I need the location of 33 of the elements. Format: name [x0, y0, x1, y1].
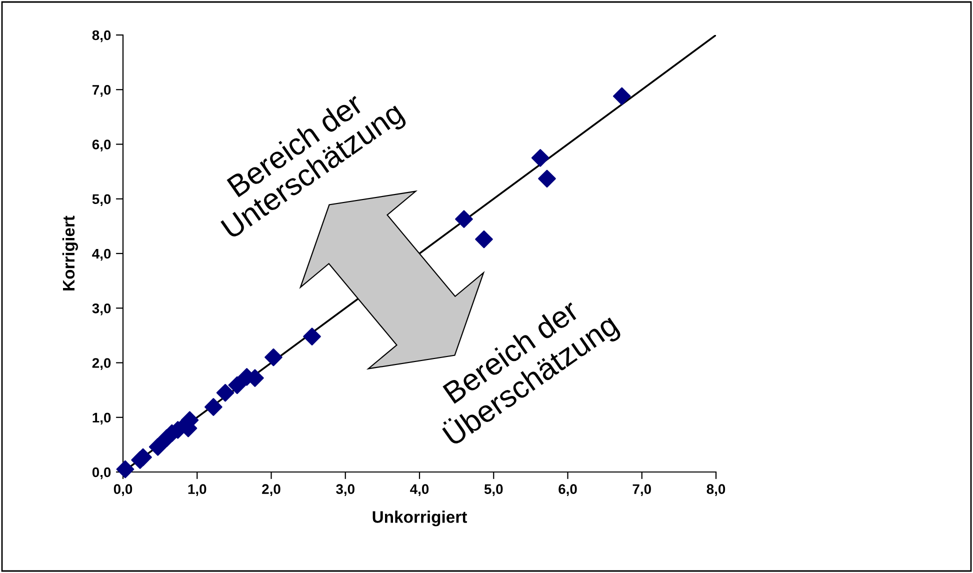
- point: [216, 384, 234, 402]
- x-tick-label: 4,0: [410, 484, 429, 496]
- point: [228, 376, 246, 394]
- y-tick-label: 6,0: [92, 140, 111, 152]
- y-tick-label: 8,0: [92, 30, 111, 42]
- point: [303, 328, 321, 346]
- y-tick-label: 4,0: [92, 248, 111, 261]
- x-tick-label: 7,0: [632, 484, 651, 496]
- point: [148, 438, 167, 456]
- y-tick-label: 3,0: [92, 303, 111, 316]
- y-tick-label: 2,0: [92, 358, 111, 370]
- point: [116, 460, 134, 478]
- point: [475, 230, 493, 248]
- x-tick-label: 6,0: [558, 484, 577, 496]
- point: [538, 170, 556, 188]
- x-tick-label: 0,0: [114, 484, 132, 496]
- x-tick-label: 5,0: [484, 484, 503, 496]
- y-axis-title: Korrigiert: [62, 216, 78, 290]
- y-tick-label: 5,0: [92, 194, 111, 206]
- y-tick-label: 0,0: [92, 467, 111, 480]
- y-tick-label: 1,0: [92, 412, 111, 425]
- point: [455, 210, 473, 228]
- point: [204, 398, 222, 416]
- point: [264, 348, 282, 366]
- point: [531, 148, 550, 167]
- x-tick-label: 8,0: [706, 484, 726, 496]
- y-tick-label: 7,0: [92, 84, 111, 97]
- point: [612, 87, 631, 106]
- x-tick-label: 1,0: [188, 484, 206, 496]
- x-axis-title: Unkorrigiert: [372, 510, 467, 526]
- x-tick-label: 2,0: [262, 484, 280, 496]
- point: [134, 448, 152, 466]
- x-tick-label: 3,0: [336, 484, 354, 496]
